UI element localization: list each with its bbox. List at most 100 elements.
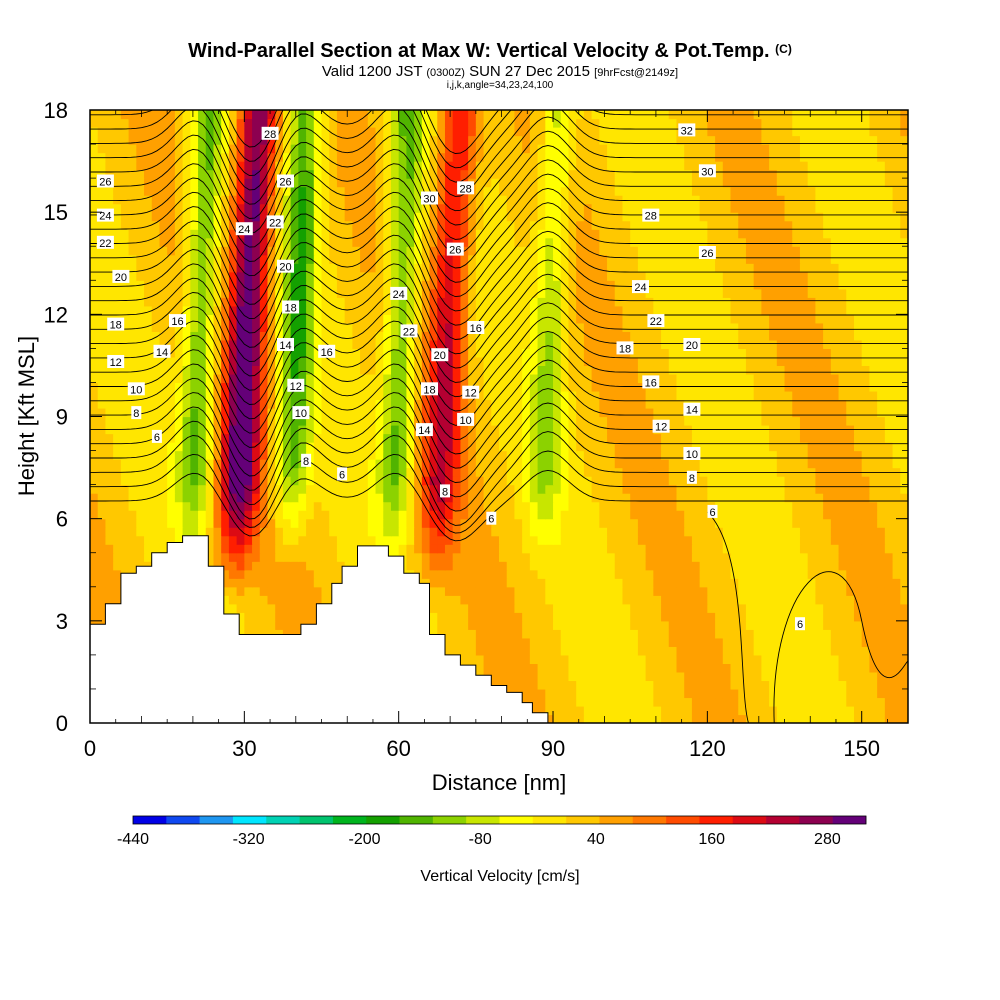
velocity-cell <box>823 382 832 392</box>
velocity-cell <box>360 459 369 469</box>
velocity-cell <box>722 620 732 630</box>
velocity-cell <box>452 637 462 647</box>
velocity-cell <box>468 603 477 613</box>
velocity-cell <box>738 322 747 332</box>
velocity-cell <box>622 552 631 562</box>
velocity-cell <box>514 637 523 647</box>
velocity-cell <box>444 425 454 435</box>
velocity-cell <box>861 586 871 596</box>
velocity-cell <box>344 322 353 332</box>
velocity-cell <box>877 620 886 630</box>
velocity-cell <box>444 586 454 596</box>
velocity-cell <box>614 390 624 401</box>
velocity-cell <box>252 467 261 477</box>
velocity-cell <box>105 535 114 545</box>
velocity-cell <box>298 442 307 452</box>
velocity-cell <box>761 416 770 426</box>
velocity-cell <box>884 442 894 452</box>
velocity-cell <box>128 322 137 332</box>
velocity-cell <box>483 407 492 418</box>
velocity-cell <box>568 603 577 613</box>
velocity-cell <box>892 705 901 716</box>
velocity-cell <box>823 433 832 443</box>
velocity-cell <box>722 484 732 494</box>
velocity-cell <box>228 510 238 520</box>
velocity-cell <box>414 544 423 554</box>
velocity-cell <box>120 552 130 562</box>
velocity-cell <box>159 356 168 367</box>
velocity-cell <box>128 433 137 443</box>
velocity-cell <box>174 322 184 332</box>
velocity-cell <box>614 433 624 443</box>
velocity-cell <box>630 331 639 341</box>
velocity-cell <box>722 654 732 664</box>
velocity-cell <box>167 433 176 443</box>
velocity-cell <box>252 356 261 367</box>
velocity-cell <box>136 552 145 562</box>
velocity-cell <box>290 620 299 630</box>
velocity-cell <box>576 578 585 588</box>
velocity-cell <box>653 331 662 341</box>
velocity-cell <box>900 382 908 392</box>
velocity-cell <box>761 578 770 588</box>
velocity-cell <box>491 390 500 401</box>
velocity-cell <box>236 612 245 622</box>
velocity-cell <box>722 493 732 503</box>
velocity-cell <box>799 407 809 418</box>
velocity-cell <box>722 578 732 588</box>
velocity-cell <box>769 493 778 503</box>
velocity-cell <box>846 527 855 537</box>
velocity-cell <box>722 663 732 673</box>
velocity-cell <box>444 569 454 579</box>
velocity-cell <box>213 501 222 511</box>
velocity-cell <box>475 476 485 486</box>
velocity-cell <box>290 484 299 494</box>
velocity-cell <box>715 416 724 426</box>
velocity-cell <box>745 586 755 596</box>
velocity-cell <box>537 433 546 443</box>
velocity-cell <box>136 476 145 486</box>
velocity-cell <box>90 501 99 511</box>
velocity-cell <box>375 356 384 367</box>
velocity-cell <box>892 603 901 613</box>
velocity-cell <box>383 425 392 435</box>
velocity-cell <box>884 527 894 537</box>
velocity-cell <box>607 586 616 596</box>
velocity-cell <box>753 399 762 409</box>
velocity-cell <box>776 390 786 401</box>
velocity-cell <box>769 416 778 426</box>
velocity-cell <box>390 425 400 435</box>
velocity-cell <box>792 569 801 579</box>
velocity-cell <box>684 620 693 630</box>
velocity-cell <box>745 680 755 690</box>
velocity-cell <box>522 407 531 418</box>
velocity-cell <box>846 714 855 723</box>
velocity-cell <box>414 433 423 443</box>
velocity-cell <box>861 416 871 426</box>
velocity-cell <box>599 373 608 384</box>
velocity-cell <box>892 654 901 664</box>
velocity-cell <box>745 654 755 664</box>
velocity-cell <box>97 535 107 545</box>
velocity-cell <box>252 561 261 571</box>
velocity-cell <box>529 450 539 460</box>
velocity-cell <box>645 629 654 639</box>
velocity-cell <box>676 561 685 571</box>
velocity-cell <box>306 561 315 571</box>
velocity-cell <box>282 578 292 588</box>
velocity-cell <box>715 663 724 673</box>
velocity-cell <box>367 476 377 486</box>
velocity-cell <box>583 348 593 358</box>
velocity-cell <box>884 373 894 384</box>
velocity-cell <box>429 527 438 537</box>
velocity-cell <box>877 688 886 699</box>
velocity-cell <box>676 484 685 494</box>
velocity-cell <box>853 348 863 358</box>
velocity-cell <box>599 654 608 664</box>
velocity-cell <box>607 569 616 579</box>
velocity-cell <box>529 561 539 571</box>
velocity-cell <box>468 510 477 520</box>
velocity-cell <box>360 484 369 494</box>
velocity-cell <box>221 569 230 579</box>
velocity-cell <box>444 544 454 554</box>
